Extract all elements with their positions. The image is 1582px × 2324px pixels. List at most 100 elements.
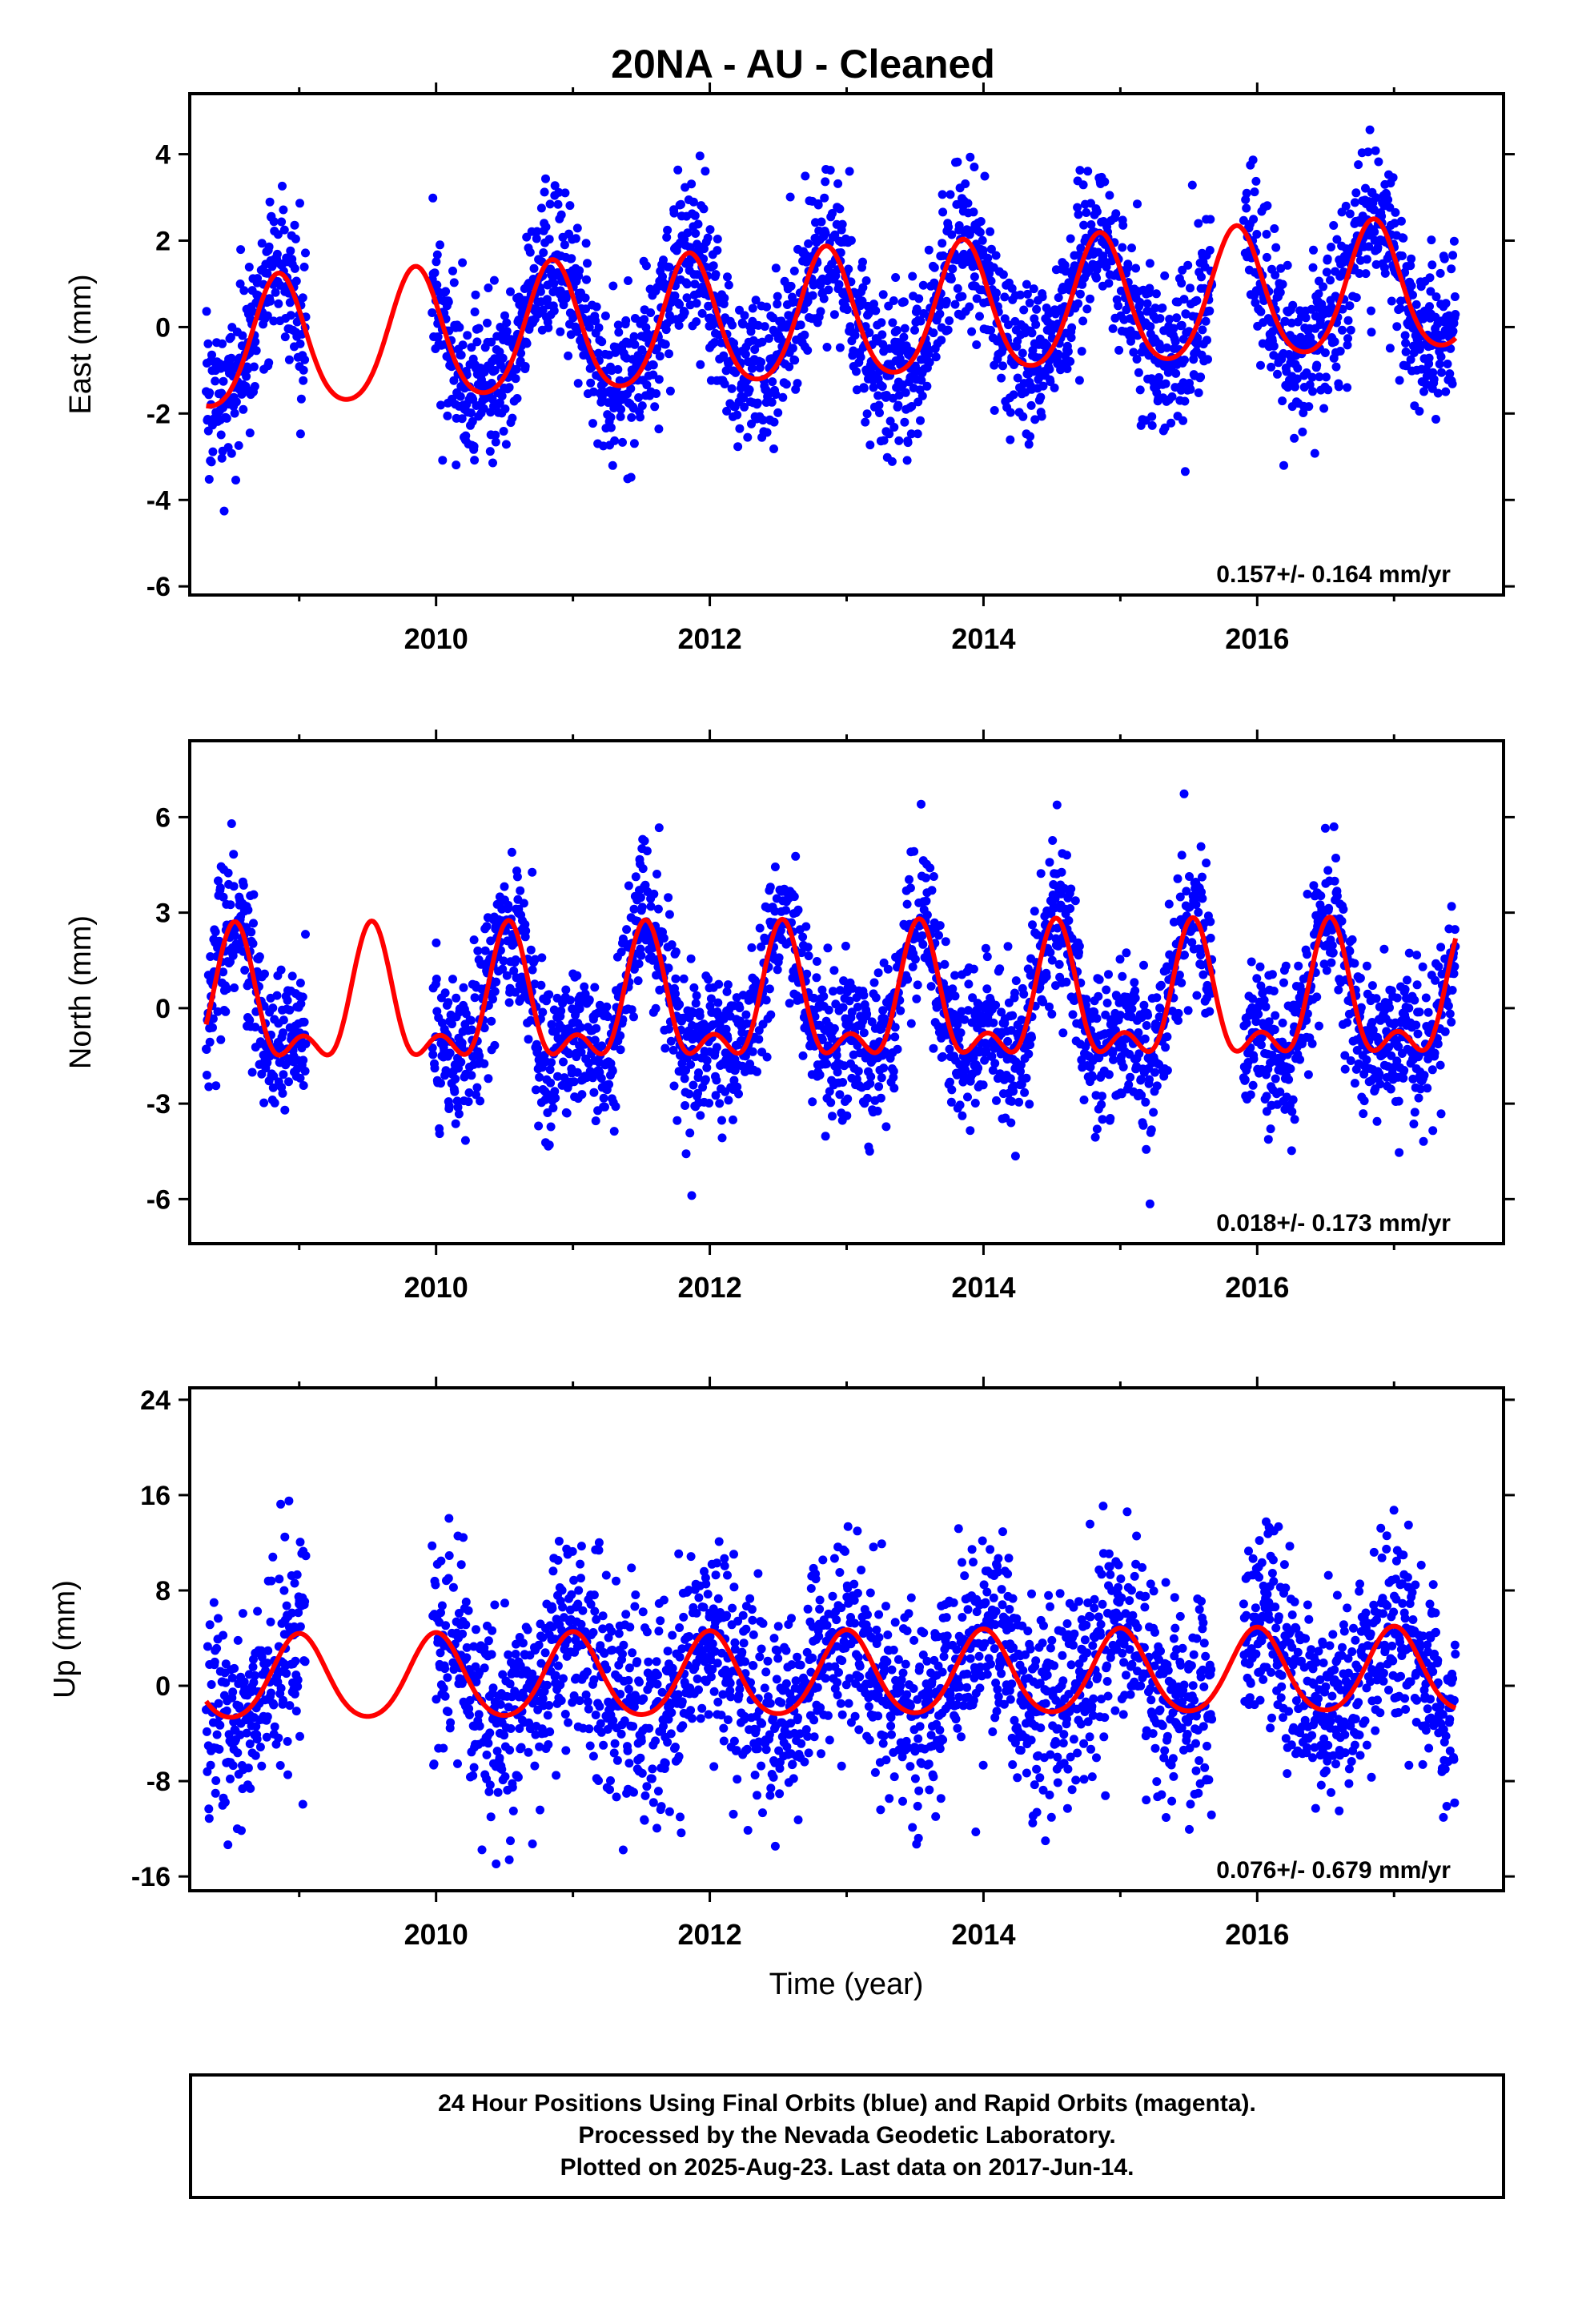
data-point bbox=[735, 424, 745, 433]
data-point bbox=[677, 199, 685, 209]
data-point bbox=[874, 1082, 884, 1092]
data-point bbox=[588, 419, 597, 428]
data-point bbox=[630, 340, 640, 349]
data-point bbox=[1026, 432, 1035, 441]
data-point bbox=[997, 373, 1006, 383]
data-point bbox=[604, 1080, 614, 1089]
data-point bbox=[934, 931, 943, 940]
data-point bbox=[298, 293, 307, 303]
data-point bbox=[248, 939, 258, 948]
data-point bbox=[451, 1119, 460, 1128]
data-point bbox=[893, 326, 901, 335]
data-point bbox=[1118, 220, 1128, 230]
data-point bbox=[219, 506, 229, 516]
data-point bbox=[753, 1067, 761, 1076]
data-point bbox=[986, 227, 995, 236]
data-point bbox=[821, 228, 830, 238]
data-point bbox=[650, 402, 660, 412]
data-point bbox=[986, 325, 995, 335]
data-point bbox=[900, 417, 909, 427]
data-point bbox=[1252, 230, 1262, 239]
data-point bbox=[821, 177, 830, 187]
data-point bbox=[762, 428, 772, 437]
data-point bbox=[893, 1044, 902, 1054]
data-point bbox=[1045, 364, 1054, 374]
data-point bbox=[631, 872, 640, 882]
data-point bbox=[1027, 328, 1037, 338]
data-point bbox=[671, 974, 681, 983]
data-point bbox=[490, 1040, 500, 1050]
data-point bbox=[1293, 364, 1303, 373]
data-point bbox=[889, 1067, 898, 1076]
data-point bbox=[1431, 292, 1441, 302]
data-point bbox=[299, 1055, 308, 1065]
data-point bbox=[1425, 273, 1435, 283]
data-point bbox=[1309, 245, 1318, 255]
data-point bbox=[205, 1037, 215, 1047]
data-point bbox=[1132, 355, 1142, 364]
data-point bbox=[953, 283, 962, 293]
data-point bbox=[567, 254, 576, 263]
data-point bbox=[1097, 1100, 1106, 1109]
data-point bbox=[753, 398, 762, 408]
data-point bbox=[1345, 209, 1355, 219]
data-point bbox=[874, 400, 884, 410]
data-point bbox=[877, 330, 887, 340]
data-point bbox=[679, 974, 689, 983]
data-point bbox=[1073, 203, 1082, 212]
data-point bbox=[1323, 254, 1332, 263]
data-point bbox=[917, 391, 927, 400]
data-point bbox=[693, 219, 703, 229]
data-point bbox=[791, 851, 801, 861]
data-point bbox=[1139, 960, 1148, 970]
data-point bbox=[990, 406, 999, 415]
data-point bbox=[771, 390, 781, 400]
data-point bbox=[861, 276, 871, 285]
data-point bbox=[903, 438, 913, 448]
data-point bbox=[239, 881, 248, 890]
data-point bbox=[1193, 333, 1203, 343]
data-point bbox=[1449, 236, 1459, 246]
data-point bbox=[1102, 985, 1111, 995]
data-point bbox=[654, 375, 664, 384]
data-point bbox=[655, 352, 665, 361]
data-point bbox=[537, 953, 547, 963]
data-point bbox=[512, 394, 522, 403]
data-point bbox=[247, 927, 256, 937]
data-point bbox=[512, 872, 522, 882]
data-point bbox=[1255, 962, 1265, 971]
data-point bbox=[1169, 324, 1178, 333]
data-point bbox=[610, 436, 620, 445]
data-point bbox=[239, 286, 249, 296]
data-point bbox=[950, 300, 960, 309]
data-point bbox=[877, 318, 886, 328]
data-point bbox=[906, 429, 916, 439]
data-point bbox=[467, 1071, 476, 1080]
data-point bbox=[559, 300, 568, 310]
data-point bbox=[876, 1093, 885, 1103]
data-point bbox=[685, 243, 695, 252]
data-point bbox=[207, 350, 216, 360]
data-point bbox=[842, 305, 852, 315]
data-point bbox=[773, 408, 783, 417]
data-point bbox=[1304, 402, 1314, 412]
data-point bbox=[796, 320, 805, 330]
data-point bbox=[646, 308, 656, 317]
data-point bbox=[721, 366, 731, 376]
data-point bbox=[1078, 279, 1087, 289]
data-point bbox=[1127, 1004, 1137, 1014]
data-point bbox=[955, 1100, 965, 1110]
data-point bbox=[1194, 219, 1203, 228]
data-point bbox=[1098, 1115, 1107, 1124]
data-point bbox=[781, 380, 791, 389]
data-point bbox=[1076, 243, 1086, 253]
data-point bbox=[929, 1043, 938, 1053]
data-point bbox=[1436, 352, 1446, 361]
data-point bbox=[549, 306, 559, 316]
data-point bbox=[269, 316, 279, 326]
data-point bbox=[539, 248, 548, 257]
data-point bbox=[271, 287, 280, 297]
data-point bbox=[733, 410, 742, 420]
data-point bbox=[950, 991, 960, 1001]
data-point bbox=[673, 165, 683, 175]
